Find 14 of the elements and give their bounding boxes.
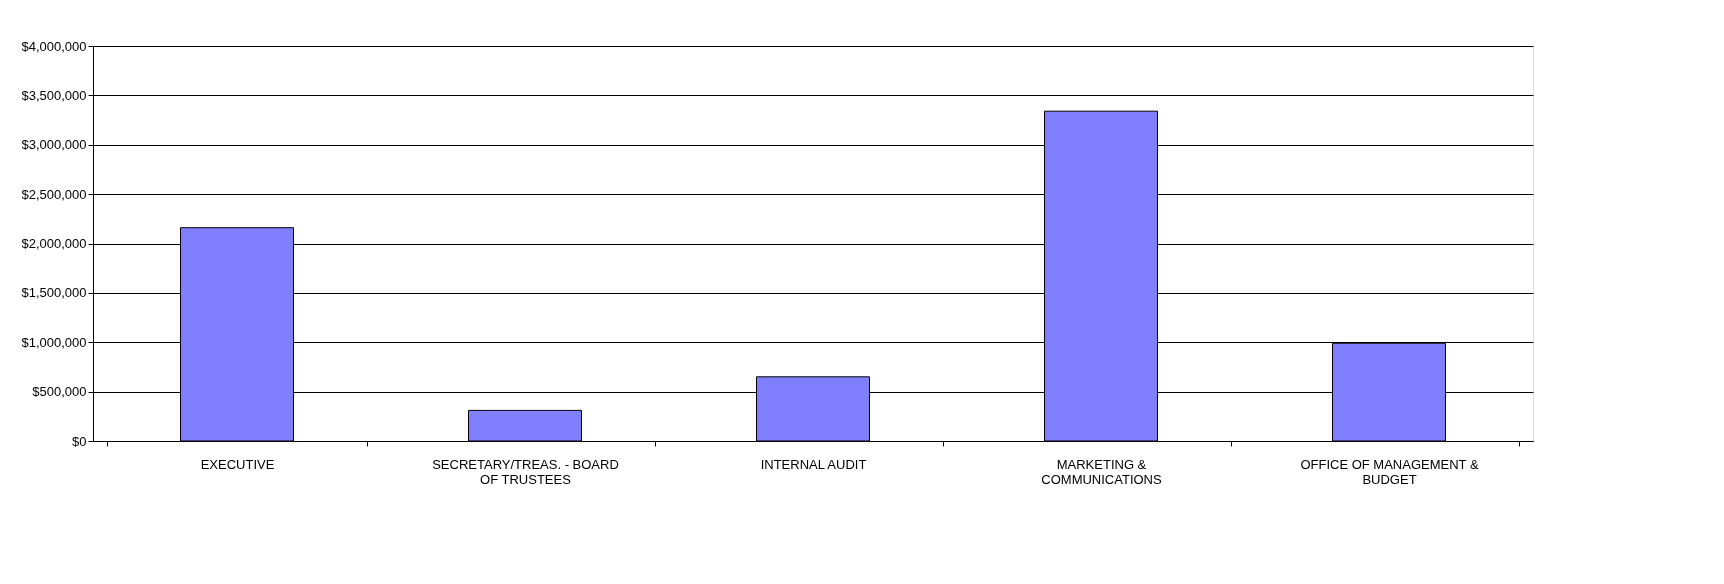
y-tick-label: $0 — [72, 433, 87, 449]
y-tick-label: $1,000,000 — [21, 334, 87, 350]
y-tick-label: $2,500,000 — [21, 186, 87, 202]
x-tick-label: EXECUTIVE — [200, 456, 275, 472]
x-tick-label: SECRETARY/TREAS. - BOARD OF TRUSTEES — [432, 456, 619, 487]
x-tick-label: MARKETING & COMMUNICATIONS — [1041, 456, 1163, 487]
y-tick-label: $3,500,000 — [21, 87, 87, 103]
y-tick-label: $2,000,000 — [21, 236, 87, 251]
y-tick-label: $1,500,000 — [21, 285, 87, 301]
y-tick-label: $500,000 — [32, 384, 87, 400]
y-tick-label: $3,000,000 — [21, 137, 87, 153]
x-tick-label: OFFICE OF MANAGEMENT & BUDGET — [1300, 456, 1479, 487]
y-tick-label: $4,000,000 — [21, 38, 87, 54]
x-tick-label: INTERNAL AUDIT — [760, 456, 867, 472]
